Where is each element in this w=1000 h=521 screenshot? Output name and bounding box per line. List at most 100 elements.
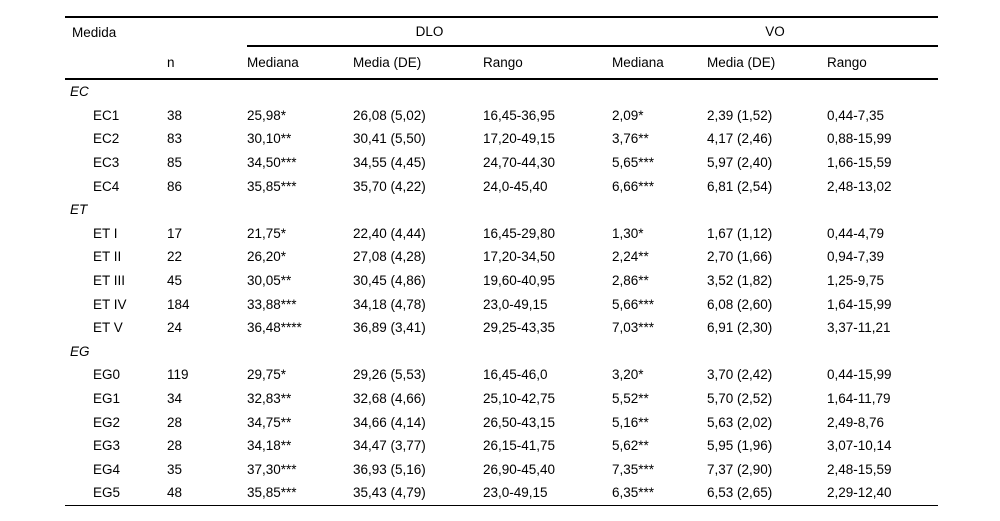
row-cell: 35,85*** <box>247 485 297 501</box>
row-cell: 34,18 (4,78) <box>353 296 426 312</box>
row-cell: 1,64-15,99 <box>827 296 892 312</box>
empty-cell <box>612 340 707 364</box>
row-n: 35 <box>167 461 183 477</box>
empty-cell <box>827 198 938 222</box>
row-cell: 6,91 (2,30) <box>707 320 773 336</box>
row-cell: 35,43 (4,79) <box>353 485 426 501</box>
row-cell: 32,68 (4,66) <box>353 391 426 407</box>
row-cell: 35,70 (4,22) <box>353 178 426 194</box>
table-row: EG2 28 34,75** 34,66 (4,14) 26,50-43,15 … <box>65 410 938 434</box>
table-row: ET I 17 21,75* 22,40 (4,44) 16,45-29,80 … <box>65 222 938 246</box>
row-cell: 30,45 (4,86) <box>353 273 426 289</box>
row-cell: 6,81 (2,54) <box>707 178 773 194</box>
table-row: EG4 35 37,30*** 36,93 (5,16) 26,90-45,40… <box>65 458 938 482</box>
row-cell: 2,29-12,40 <box>827 485 892 501</box>
row-cell: 17,20-49,15 <box>483 131 556 147</box>
group-header-dlo: DLO <box>247 17 613 47</box>
row-label: ET III <box>93 273 126 289</box>
row-cell: 34,55 (4,45) <box>353 155 426 171</box>
row-label: EG4 <box>93 461 121 477</box>
table-row: EC3 85 34,50*** 34,55 (4,45) 24,70-44,30… <box>65 151 938 175</box>
row-cell: 3,70 (2,42) <box>707 367 773 383</box>
row-cell: 37,30*** <box>247 461 297 477</box>
row-cell: 3,07-10,14 <box>827 438 892 454</box>
row-n: 85 <box>167 155 183 171</box>
row-cell: 16,45-29,80 <box>483 225 556 241</box>
row-cell: 1,67 (1,12) <box>707 225 773 241</box>
row-cell: 21,75* <box>247 225 287 241</box>
table-row: EG3 28 34,18** 34,47 (3,77) 26,15-41,75 … <box>65 434 938 458</box>
row-cell: 26,90-45,40 <box>483 461 556 477</box>
row-cell: 16,45-46,0 <box>483 367 548 383</box>
row-cell: 7,37 (2,90) <box>707 461 773 477</box>
section-label: EC <box>70 84 89 100</box>
row-label: EG5 <box>93 485 121 501</box>
row-cell: 34,66 (4,14) <box>353 414 426 430</box>
vo-rango-header: Rango <box>827 46 939 80</box>
row-cell: 1,25-9,75 <box>827 273 885 289</box>
empty-cell <box>612 79 707 104</box>
row-n: 24 <box>167 320 183 336</box>
row-cell: 16,45-36,95 <box>483 107 556 123</box>
row-n: 184 <box>167 296 190 312</box>
section-row: ET <box>65 198 938 222</box>
row-cell: 7,35*** <box>612 461 655 477</box>
row-cell: 5,66*** <box>612 296 655 312</box>
group-header-row: Medida DLO VO <box>65 17 939 47</box>
row-cell: 36,48**** <box>247 320 302 336</box>
row-cell: 5,97 (2,40) <box>707 155 773 171</box>
row-label: EC2 <box>93 131 120 147</box>
row-cell: 2,49-8,76 <box>827 414 885 430</box>
row-cell: 2,86** <box>612 273 649 289</box>
row-cell: 0,44-15,99 <box>827 367 892 383</box>
table-row: EG1 34 32,83** 32,68 (4,66) 25,10-42,75 … <box>65 387 938 411</box>
empty-cell <box>483 198 612 222</box>
row-n: 83 <box>167 131 183 147</box>
table-row: EG0 119 29,75* 29,26 (5,53) 16,45-46,0 3… <box>65 363 938 387</box>
empty-cell <box>707 340 827 364</box>
row-label: EG1 <box>93 391 121 407</box>
empty-cell <box>167 340 247 364</box>
row-cell: 24,70-44,30 <box>483 155 556 171</box>
empty-cell <box>612 198 707 222</box>
row-cell: 30,05** <box>247 273 292 289</box>
row-cell: 30,10** <box>247 131 292 147</box>
row-n: 28 <box>167 438 183 454</box>
row-cell: 7,03*** <box>612 320 655 336</box>
empty-cell <box>707 79 827 104</box>
empty-cell <box>827 340 938 364</box>
row-label: EG3 <box>93 438 121 454</box>
row-n: 45 <box>167 273 183 289</box>
row-n: 22 <box>167 249 183 265</box>
dlo-mediana-header: Mediana <box>247 46 353 80</box>
row-cell: 34,18** <box>247 438 292 454</box>
empty-cell <box>827 79 938 104</box>
section-label: EG <box>70 343 90 359</box>
row-cell: 3,52 (1,82) <box>707 273 773 289</box>
empty-cell <box>167 198 247 222</box>
row-cell: 25,10-42,75 <box>483 391 556 407</box>
row-label: EG2 <box>93 414 121 430</box>
row-cell: 6,53 (2,65) <box>707 485 773 501</box>
row-cell: 1,64-11,79 <box>827 391 891 407</box>
row-cell: 30,41 (5,50) <box>353 131 426 147</box>
row-cell: 5,16** <box>612 414 649 430</box>
row-cell: 6,08 (2,60) <box>707 296 773 312</box>
row-cell: 2,48-13,02 <box>827 178 892 194</box>
row-cell: 5,62** <box>612 438 649 454</box>
row-cell: 2,70 (1,66) <box>707 249 773 265</box>
row-cell: 3,20* <box>612 367 644 383</box>
dlo-media-de-header: Media (DE) <box>353 46 483 80</box>
row-cell: 1,30* <box>612 225 644 241</box>
table-row: ET II 22 26,20* 27,08 (4,28) 17,20-34,50… <box>65 245 938 269</box>
row-cell: 22,40 (4,44) <box>353 225 426 241</box>
empty-cell <box>247 340 353 364</box>
row-cell: 6,66*** <box>612 178 655 194</box>
empty-cell <box>483 79 612 104</box>
section-label: ET <box>70 202 88 218</box>
row-cell: 29,26 (5,53) <box>353 367 426 383</box>
row-cell: 19,60-40,95 <box>483 273 556 289</box>
row-cell: 29,75* <box>247 367 287 383</box>
row-label: ET V <box>93 320 123 336</box>
empty-cell <box>707 198 827 222</box>
